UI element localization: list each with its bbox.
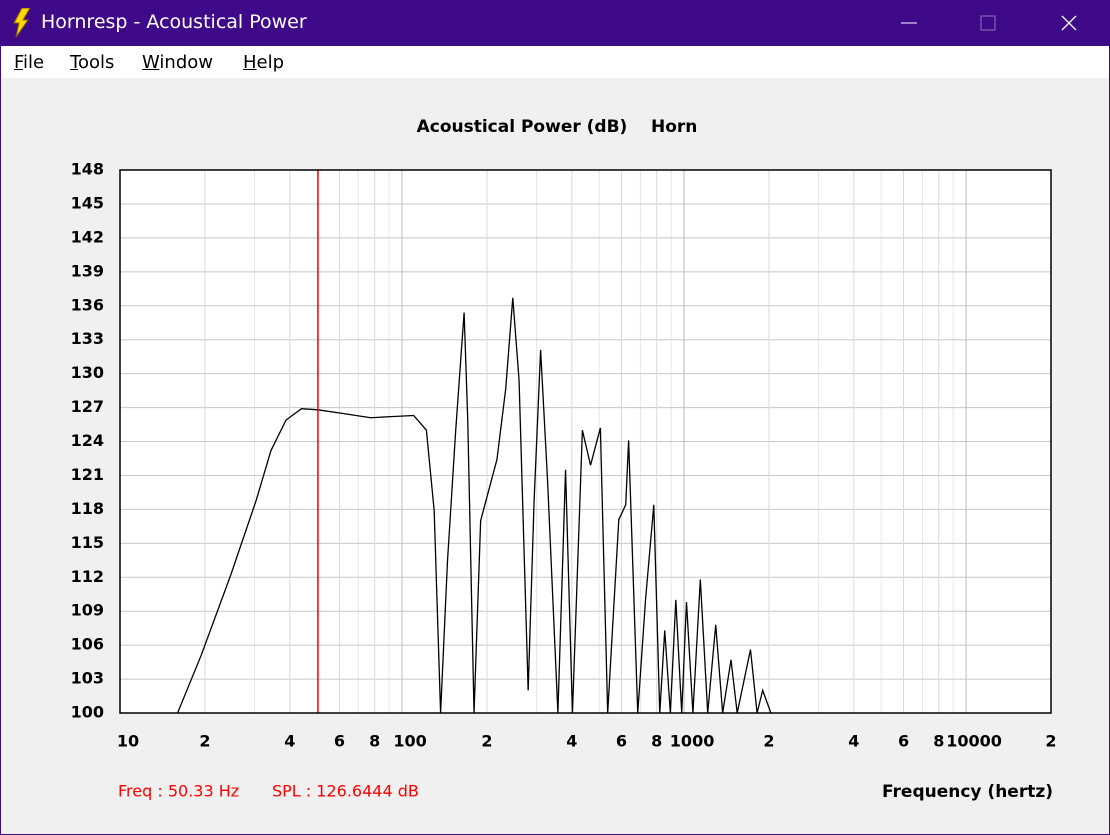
x-tick-label: 4 bbox=[284, 732, 295, 751]
menu-item[interactable]: Window bbox=[142, 52, 213, 73]
y-tick-label: 106 bbox=[71, 635, 104, 654]
y-tick-label: 112 bbox=[71, 567, 104, 586]
x-tick-label: 6 bbox=[898, 732, 909, 751]
y-tick-label: 103 bbox=[71, 669, 104, 688]
chart-title: Acoustical Power (dB) Horn bbox=[417, 117, 698, 137]
y-tick-label: 100 bbox=[71, 703, 104, 722]
cursor-spl: SPL : 126.6444 dB bbox=[272, 782, 419, 801]
title-bar: Hornresp - Acoustical Power bbox=[1, 0, 1110, 46]
x-tick-label: 6 bbox=[334, 732, 345, 751]
x-axis-label: Frequency (hertz) bbox=[882, 782, 1053, 802]
menu-item[interactable]: Help bbox=[243, 52, 285, 73]
cursor-frequency: Freq : 50.33 Hz bbox=[118, 782, 239, 801]
y-tick-label: 148 bbox=[71, 160, 104, 179]
x-tick-label: 2 bbox=[1045, 732, 1056, 751]
y-tick-label: 124 bbox=[71, 431, 104, 450]
x-tick-label: 2 bbox=[199, 732, 210, 751]
close-button[interactable] bbox=[1061, 15, 1077, 31]
y-tick-label: 133 bbox=[71, 329, 104, 348]
y-tick-label: 139 bbox=[71, 261, 104, 280]
maximize-button[interactable] bbox=[980, 15, 996, 31]
x-tick-label: 8 bbox=[933, 732, 944, 751]
x-tick-label: 4 bbox=[566, 732, 577, 751]
menu-bar: File Tools Window Help bbox=[1, 46, 1109, 78]
x-tick-label: 1000 bbox=[670, 732, 715, 751]
y-tick-label: 145 bbox=[71, 193, 104, 212]
y-tick-label: 127 bbox=[71, 397, 104, 416]
y-tick-label: 118 bbox=[71, 499, 104, 518]
x-tick-label: 4 bbox=[848, 732, 859, 751]
x-tick-label: 2 bbox=[763, 732, 774, 751]
app-icon bbox=[13, 8, 31, 38]
x-tick-label: 2 bbox=[481, 732, 492, 751]
y-tick-label: 130 bbox=[71, 363, 104, 382]
window-title: Hornresp - Acoustical Power bbox=[41, 11, 307, 33]
y-tick-label: 121 bbox=[71, 465, 104, 484]
plot-frame bbox=[119, 169, 1052, 714]
y-tick-label: 142 bbox=[71, 227, 104, 246]
x-tick-label: 8 bbox=[651, 732, 662, 751]
x-tick-label: 10000 bbox=[946, 732, 1002, 751]
x-tick-label: 8 bbox=[369, 732, 380, 751]
y-tick-label: 109 bbox=[71, 601, 104, 620]
x-tick-label: 100 bbox=[393, 732, 426, 751]
x-tick-label: 10 bbox=[117, 732, 139, 751]
menu-item[interactable]: Tools bbox=[70, 52, 115, 73]
menu-item[interactable]: File bbox=[14, 52, 45, 73]
y-tick-label: 136 bbox=[71, 295, 104, 314]
x-tick-label: 6 bbox=[616, 732, 627, 751]
series-line bbox=[176, 297, 772, 713]
window-controls bbox=[901, 15, 1077, 31]
y-tick-label: 115 bbox=[71, 533, 104, 552]
